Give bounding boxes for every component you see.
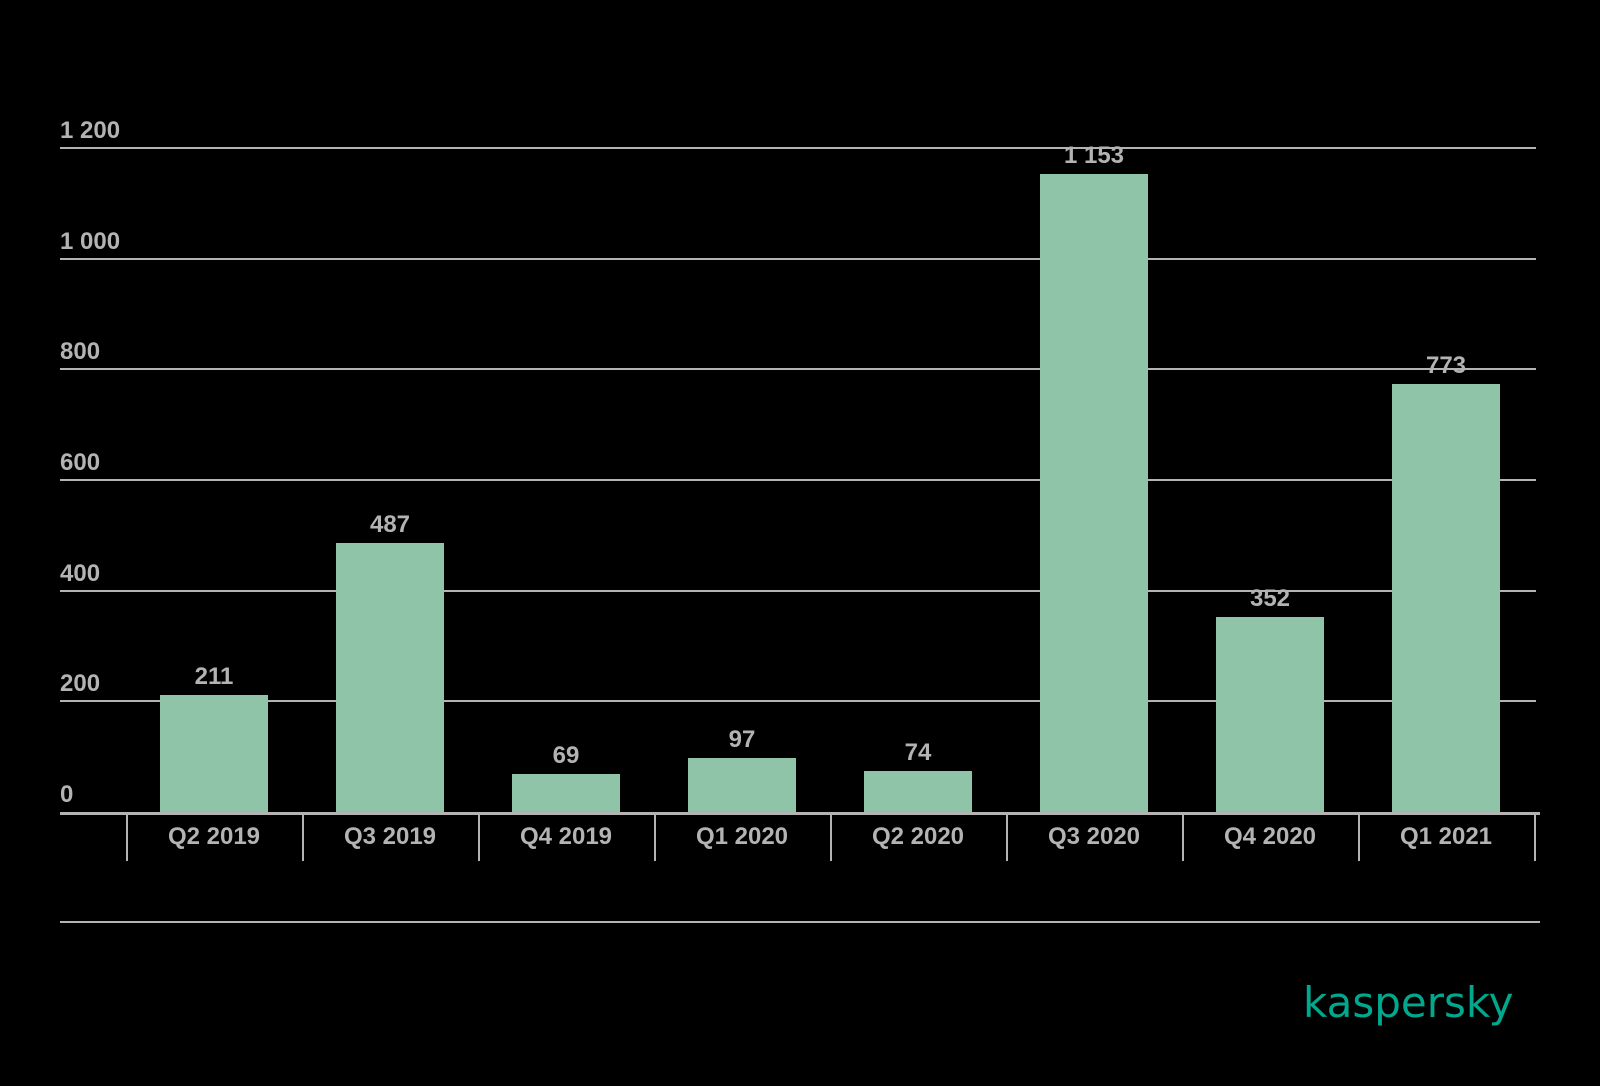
x-axis — [60, 812, 1540, 815]
bar — [336, 542, 444, 812]
bar — [160, 695, 268, 812]
bar-value-label: 352 — [1249, 585, 1291, 613]
kaspersky-logo: kaspersky — [1303, 978, 1514, 1027]
y-tick-label: 600 — [60, 449, 101, 476]
y-tick-label: 800 — [60, 338, 101, 366]
y-tick-label: 1 200 — [60, 117, 121, 144]
bar — [688, 758, 796, 812]
gridline — [60, 368, 1536, 371]
bar-value-label: 69 — [552, 741, 580, 769]
bar-value-label: 1 153 — [1063, 142, 1125, 169]
y-tick-label: 0 — [60, 781, 74, 808]
x-tick-separator — [1182, 813, 1184, 861]
x-tick-separator — [1358, 813, 1360, 861]
x-tick-label: Q2 2020 — [871, 823, 965, 850]
x-tick-separator — [126, 813, 128, 861]
x-tick-separator — [302, 813, 304, 861]
gridline — [60, 147, 1536, 149]
x-tick-label: Q2 2019 — [167, 823, 261, 850]
gridline — [60, 700, 1536, 703]
x-tick-separator — [478, 813, 480, 861]
bar-value-label: 773 — [1425, 352, 1467, 380]
bar — [512, 773, 620, 812]
bar — [864, 771, 972, 812]
gridline — [60, 257, 1536, 260]
bar — [1216, 617, 1324, 812]
x-tick-label: Q1 2020 — [695, 823, 789, 850]
bottom-divider — [60, 921, 1540, 923]
y-tick-label: 200 — [60, 670, 101, 698]
y-tick-label: 1 000 — [60, 227, 121, 255]
gridline — [60, 589, 1536, 592]
gridline — [60, 479, 1536, 481]
bar-value-label: 74 — [904, 739, 932, 767]
bar — [1040, 174, 1148, 812]
x-tick-label: Q3 2020 — [1047, 823, 1141, 850]
bar — [1392, 384, 1500, 812]
bar-value-label: 487 — [369, 510, 411, 538]
x-tick-label: Q4 2020 — [1223, 823, 1317, 850]
bar-value-label: 97 — [728, 726, 756, 754]
bar-value-label: 211 — [194, 663, 234, 691]
x-tick-separator — [1006, 813, 1008, 861]
x-tick-separator — [830, 813, 832, 861]
x-tick-label: Q1 2021 — [1399, 823, 1493, 850]
x-tick-label: Q4 2019 — [519, 823, 613, 850]
x-tick-separator — [654, 813, 656, 861]
x-tick-separator — [1534, 813, 1536, 861]
x-tick-label: Q3 2019 — [343, 823, 437, 850]
y-tick-label: 400 — [60, 559, 101, 587]
